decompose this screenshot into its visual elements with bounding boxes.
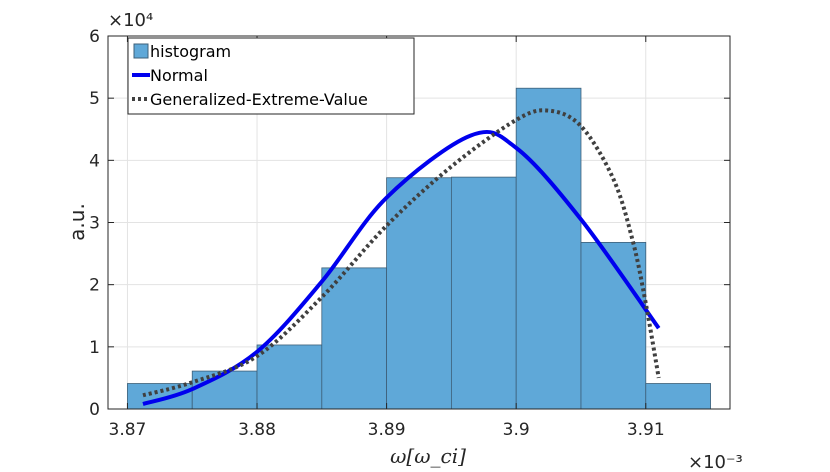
y-tick-label-0: 0 — [89, 400, 100, 420]
histogram-bar-2 — [256, 344, 323, 410]
y-tick-label-1: 1 — [89, 338, 100, 358]
histogram-bar-3 — [321, 267, 388, 410]
histogram-bar-7 — [580, 241, 647, 410]
y-tick-label-6: 6 — [89, 27, 100, 47]
legend-box — [127, 37, 415, 115]
x-tick-label-2: 3.89 — [368, 420, 406, 440]
legend-label-histogram: histogram — [150, 42, 231, 61]
x-tick-label-3: 3.9 — [503, 420, 530, 440]
y-tick-label-2: 2 — [89, 276, 100, 296]
histogram-bars — [127, 87, 711, 410]
x-tick-label-1: 3.88 — [238, 420, 276, 440]
x-tick-label-4: 3.91 — [627, 420, 665, 440]
histogram-bar-4 — [386, 177, 452, 410]
legend-label-gev: Generalized-Extreme-Value — [150, 90, 368, 109]
legend-label-normal: Normal — [150, 66, 208, 85]
x-axis-label: ω[ω_ci] — [390, 444, 466, 468]
histogram-bar-5 — [450, 176, 517, 410]
histogram-bar-8 — [645, 383, 711, 410]
y-axis-label: a.u. — [65, 203, 89, 241]
histogram-bar-0 — [127, 383, 193, 410]
y-tick-label-4: 4 — [89, 151, 100, 171]
y-exponent-label: ×10⁴ — [108, 10, 153, 31]
x-exponent-label: ×10⁻³ — [688, 452, 743, 472]
legend-swatch-histogram — [133, 43, 149, 59]
axis-ticks: 3.87 3.88 3.89 3.9 3.91 0 1 2 3 4 5 6 — [89, 27, 730, 440]
x-tick-label-0: 3.87 — [109, 420, 147, 440]
histogram-bar-1 — [191, 370, 258, 410]
fit-curves — [142, 108, 661, 406]
series-line-generalized-extreme-value — [142, 108, 661, 398]
legend: histogram Normal Generalized-Extreme-Val… — [127, 37, 415, 115]
y-tick-label-3: 3 — [89, 214, 100, 234]
y-tick-label-5: 5 — [89, 89, 100, 109]
histogram-bar-6 — [515, 87, 582, 410]
